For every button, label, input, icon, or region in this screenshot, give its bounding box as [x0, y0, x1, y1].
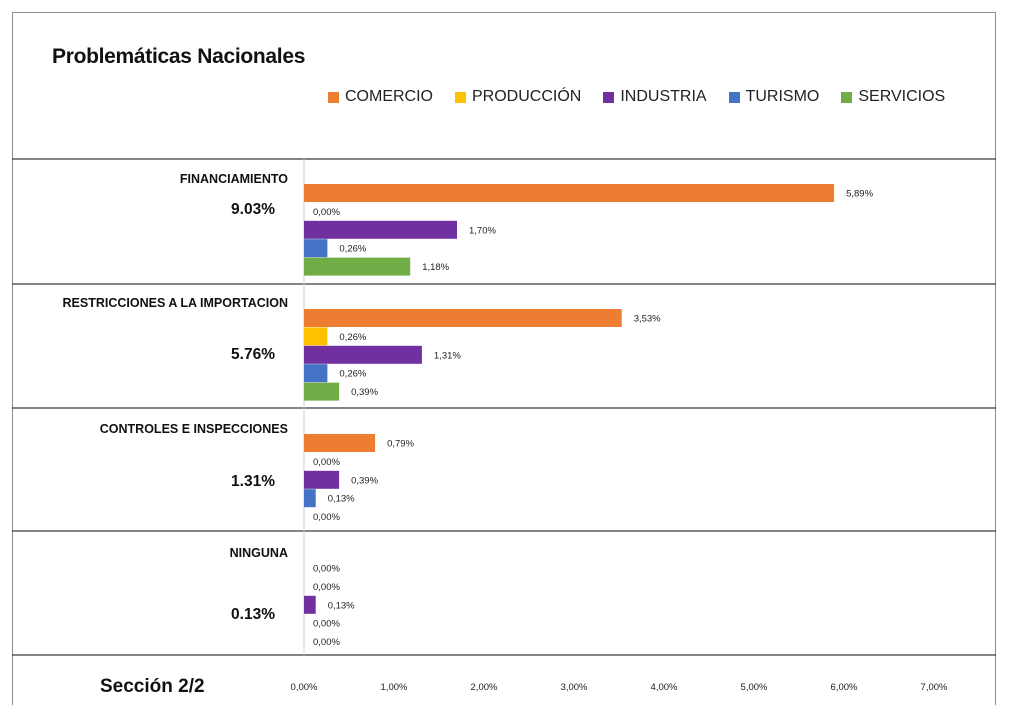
bar-2-0	[304, 434, 376, 452]
value-label-1-3: 0,26%	[339, 369, 366, 380]
legend-label-0: COMERCIO	[345, 88, 433, 105]
category-total-3: 0.13%	[231, 606, 275, 623]
x-tick-label-1: 1,00%	[381, 682, 408, 693]
x-tick-label-4: 4,00%	[651, 682, 678, 693]
value-label-0-4: 1,18%	[422, 262, 449, 273]
legend-label-4: SERVICIOS	[858, 88, 946, 105]
x-tick-label-0: 0,00%	[291, 682, 318, 693]
value-label-1-1: 0,26%	[339, 332, 366, 343]
value-label-3-4: 0,00%	[313, 637, 340, 648]
section-label: Sección 2/2	[100, 676, 205, 697]
value-label-0-0: 5,89%	[846, 189, 873, 200]
legend-item-3: TURISMO	[728, 88, 820, 106]
bar-0-2	[304, 220, 457, 239]
legend-item-0: COMERCIO	[328, 88, 433, 106]
chart-title: Problemáticas Nacionales	[52, 45, 306, 68]
value-label-3-1: 0,00%	[313, 582, 340, 593]
bar-1-2	[304, 345, 422, 364]
x-tick-label-3: 3,00%	[561, 682, 588, 693]
value-label-3-3: 0,00%	[313, 619, 340, 630]
value-label-2-0: 0,79%	[387, 439, 414, 450]
value-label-2-3: 0,13%	[328, 494, 355, 505]
legend-swatch-3	[728, 91, 740, 103]
bar-1-0	[304, 309, 622, 327]
value-label-1-2: 1,31%	[434, 350, 461, 361]
value-label-3-0: 0,00%	[313, 564, 340, 575]
bar-2-3	[304, 489, 316, 508]
legend-label-1: PRODUCCIÓN	[472, 88, 582, 105]
category-label-0: FINANCIAMIENTO	[180, 172, 288, 186]
legend-label-3: TURISMO	[745, 88, 820, 105]
value-label-2-2: 0,39%	[351, 475, 378, 486]
legend-item-1: PRODUCCIÓN	[455, 88, 581, 106]
value-label-0-2: 1,70%	[469, 225, 496, 236]
chart-frame	[12, 12, 996, 705]
value-label-0-3: 0,26%	[339, 244, 366, 255]
category-label-3: NINGUNA	[230, 546, 288, 560]
bar-0-4	[304, 257, 411, 276]
legend: COMERCIO PRODUCCIÓN INDUSTRIA TURISMO SERVIC…	[328, 88, 945, 106]
category-total-1: 5.76%	[231, 346, 275, 363]
legend-swatch-2	[603, 91, 615, 103]
bar-3-2	[304, 595, 316, 614]
value-label-1-0: 3,53%	[634, 314, 661, 325]
bar-0-3	[304, 239, 328, 258]
value-label-3-2: 0,13%	[328, 600, 355, 611]
bar-1-3	[304, 364, 328, 383]
category-label-1: RESTRICCIONES A LA IMPORTACION	[63, 296, 288, 310]
legend-item-2: INDUSTRIA	[603, 88, 707, 106]
legend-swatch-4	[841, 91, 853, 103]
legend-item-4: SERVICIOS	[841, 88, 945, 106]
x-tick-label-7: 7,00%	[921, 682, 948, 693]
category-total-2: 1.31%	[231, 473, 275, 490]
legend-swatch-1	[455, 91, 466, 103]
bar-1-1	[304, 327, 328, 346]
bar-0-0	[304, 184, 835, 202]
category-total-0: 9.03%	[231, 201, 275, 218]
bar-1-4	[304, 382, 340, 401]
value-label-2-1: 0,00%	[313, 457, 340, 468]
legend-label-2: INDUSTRIA	[620, 88, 707, 105]
value-label-1-4: 0,39%	[351, 387, 378, 398]
value-label-0-1: 0,00%	[313, 207, 340, 218]
bar-2-2	[304, 470, 340, 489]
value-label-2-4: 0,00%	[313, 512, 340, 523]
category-label-2: CONTROLES E INSPECCIONES	[100, 422, 288, 436]
x-tick-label-5: 5,00%	[741, 682, 768, 693]
x-tick-label-6: 6,00%	[831, 682, 858, 693]
legend-swatch-0	[328, 91, 339, 103]
x-tick-label-2: 2,00%	[471, 682, 498, 693]
